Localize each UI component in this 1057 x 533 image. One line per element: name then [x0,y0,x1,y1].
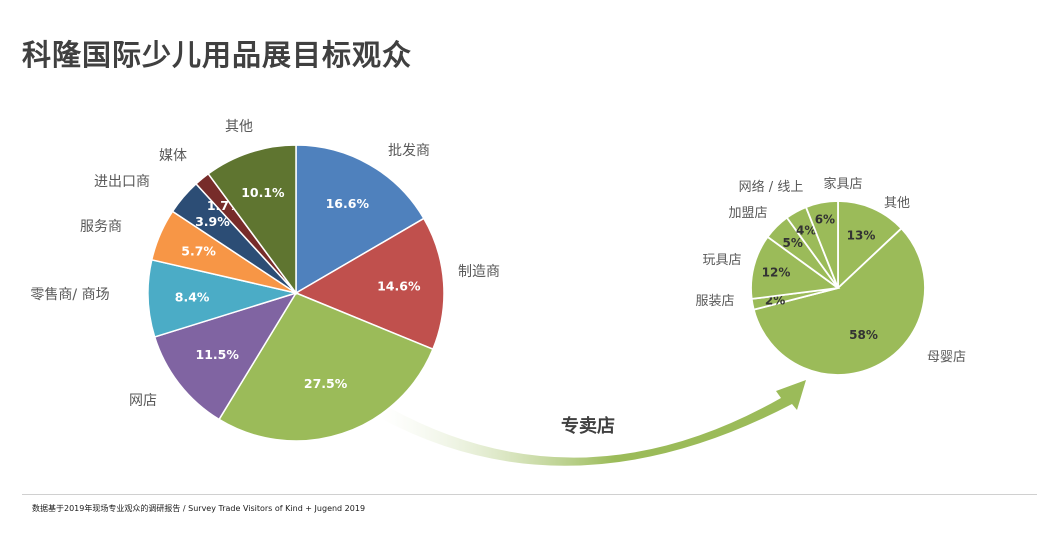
sub-pie-value-label: 12% [762,266,791,280]
sub-pie-category-label: 家具店 [823,176,862,192]
sub-pie-value-label: 6% [815,213,835,227]
footer-divider [22,494,1037,495]
sub-pie-slice [750,235,841,300]
connector-arrow: 专卖店 [380,380,806,466]
main-pie-category-label: 零售商/ 商场 [30,287,109,303]
main-pie-category-label: 媒体 [159,148,187,164]
main-pie-value-label: 8.4% [175,289,210,304]
sub-pie-slice [752,227,926,376]
sub-pie-category-label: 网络 / 线上 [739,179,804,195]
page-title: 科隆国际少儿用品展目标观众 [22,38,413,72]
main-pie-slice [153,291,298,421]
footer-source-note: 数据基于2019年现场专业观众的调研报告 / Survey Trade Visi… [32,504,366,513]
main-pie-value-label: 27.5% [304,376,348,391]
main-pie-value-label: 5.7% [181,244,216,259]
main-pie-slice [207,144,297,296]
main-pie-value-label: 16.6% [326,196,370,211]
sub-pie-category-label: 加盟店 [728,206,767,221]
main-pie-value-label: 11.5% [196,347,240,362]
sub-pie-value-label: 5% [783,236,803,250]
sub-pie-category-label: 其他 [884,196,910,211]
sub-pie-slice [837,200,903,291]
main-pie-category-label: 服务商 [80,219,122,235]
sub-pie-value-label: 58% [849,328,878,342]
sub-pie-category-label: 服装店 [695,294,734,309]
main-pie-category-label: 制造商 [458,264,500,280]
main-pie-slice [294,217,445,351]
main-pie-category-label: 其他 [225,119,253,135]
main-pie-category-label: 批发商 [388,143,430,159]
main-pie-slice [218,292,434,442]
sub-pie-category-label: 母婴店 [927,350,966,365]
arrow-label: 专卖店 [561,415,615,437]
main-pie-category-label: 网店 [129,393,157,409]
main-pie-category-label: 进出口商 [94,174,150,190]
main-pie-slice [295,144,425,295]
sub-pie-value-label: 13% [847,228,876,242]
sub-pie-slice [804,200,839,289]
main-pie-value-label: 10.1% [241,185,285,200]
main-pie-value-label: 14.6% [377,278,421,293]
main-pie-chart: 16.6% 批发商 14.6% 制造商 27.5% 11.5% 网店 8.4% 零售商/ 商场 5… [30,119,500,442]
sub-pie-category-label: 玩具店 [702,253,741,268]
main-pie-value-label: 3.9% [195,214,230,229]
sub-pie-value-label: 4% [796,224,816,238]
